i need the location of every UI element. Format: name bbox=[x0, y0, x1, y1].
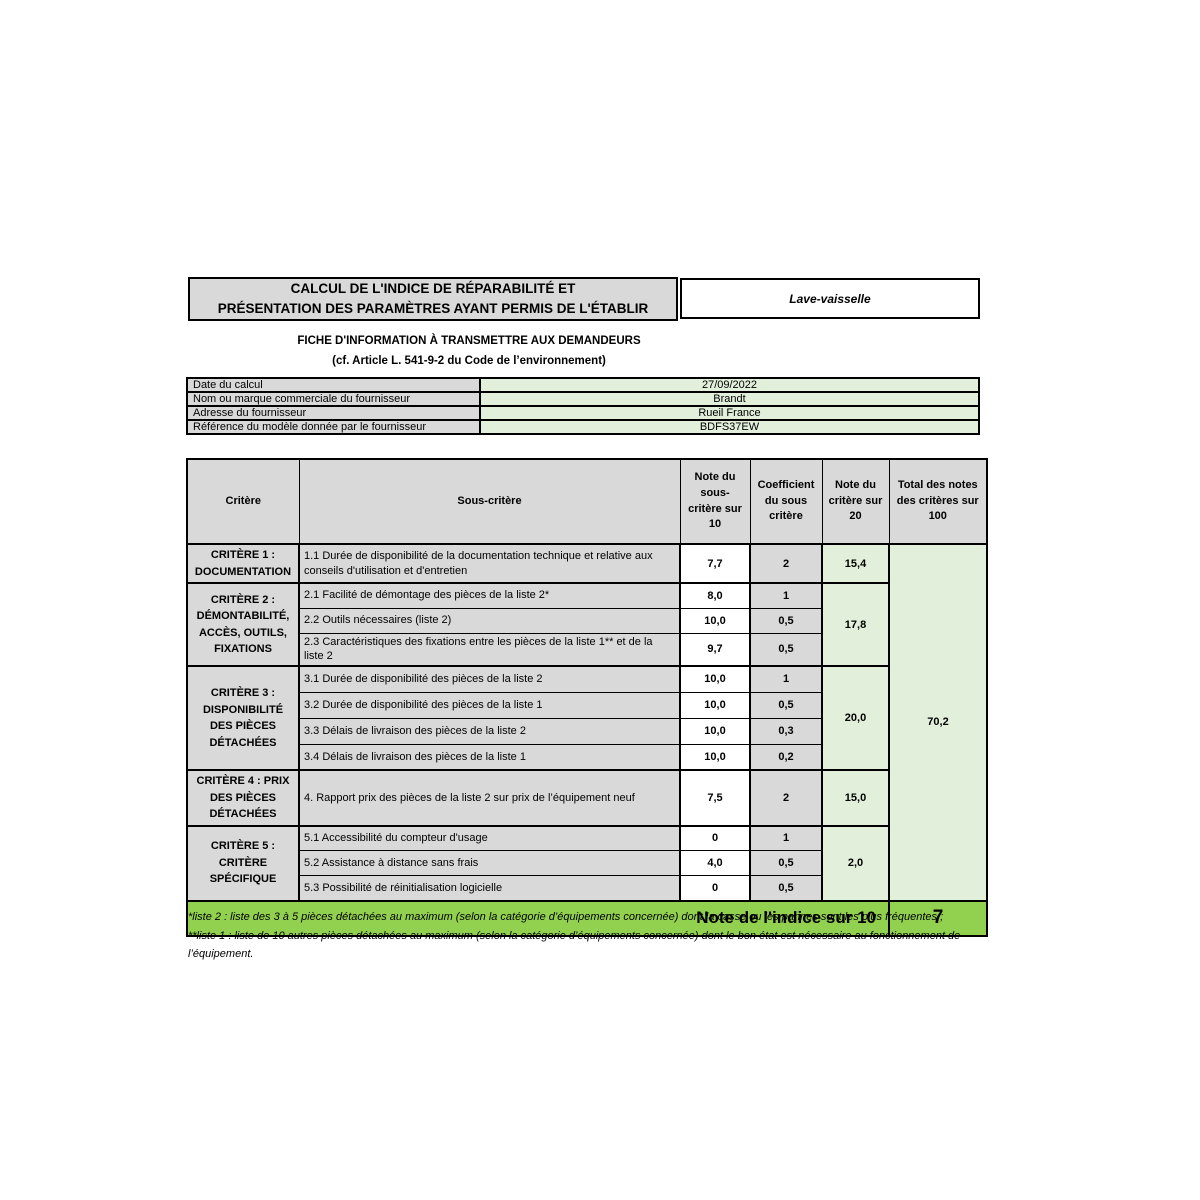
criterion-cell: CRITÈRE 2 : DÉMONTABILITÉ, ACCÈS, OUTILS… bbox=[186, 581, 300, 667]
document-title-line1: CALCUL DE L'INDICE DE RÉPARABILITÉ ET bbox=[290, 280, 576, 296]
subcriterion-cell: 2.1 Facilité de démontage des pièces de … bbox=[298, 582, 681, 609]
footnotes: *liste 2 : liste des 3 à 5 pièces détach… bbox=[188, 908, 974, 964]
col-header-note10: Note du sous-critère sur 10 bbox=[679, 458, 751, 545]
col-header-note20: Note du critère sur 20 bbox=[821, 458, 890, 545]
footnote-liste1: **liste 1 : liste de 10 autres pièces dé… bbox=[188, 929, 961, 961]
coefficient-cell: 0,2 bbox=[749, 743, 823, 771]
product-category: Lave-vaisselle bbox=[789, 291, 871, 306]
table-row: 3.2 Durée de disponibilité des pièces de… bbox=[187, 691, 987, 719]
note10-cell: 10,0 bbox=[679, 743, 751, 771]
col-header-total100: Total des notes des critères sur 100 bbox=[888, 458, 988, 545]
subtitle-line1: FICHE D'INFORMATION À TRANSMETTRE AUX DE… bbox=[297, 335, 641, 347]
col-header-coefficient: Coefficient du sous critère bbox=[749, 458, 823, 545]
col-header-critere: Critère bbox=[186, 458, 300, 545]
subcriterion-cell: 2.2 Outils nécessaires (liste 2) bbox=[298, 607, 681, 634]
index-score-value: 7 bbox=[888, 899, 988, 937]
note20-cell: 17,8 bbox=[821, 581, 890, 667]
coefficient-cell: 0,3 bbox=[749, 717, 823, 745]
note20-cell: 20,0 bbox=[821, 665, 890, 771]
info-value: BDFS37EW bbox=[479, 419, 980, 435]
note10-cell: 0 bbox=[679, 875, 751, 902]
note20-cell: 2,0 bbox=[821, 824, 890, 902]
note10-cell: 4,0 bbox=[679, 850, 751, 877]
info-label: Nom ou marque commerciale du fournisseur bbox=[186, 391, 481, 407]
table-row: CRITÈRE 4 : PRIX DES PIÈCES DÉTACHÉES 4.… bbox=[186, 769, 987, 827]
note20-cell: 15,4 bbox=[821, 543, 890, 584]
document-title: CALCUL DE L'INDICE DE RÉPARABILITÉ ET PR… bbox=[188, 277, 678, 321]
note10-cell: 10,0 bbox=[679, 691, 751, 719]
coefficient-cell: 1 bbox=[749, 582, 823, 609]
info-row-model: Référence du modèle donnée par le fourni… bbox=[186, 419, 980, 435]
note10-cell: 7,7 bbox=[679, 543, 751, 584]
table-row: CRITÈRE 2 : DÉMONTABILITÉ, ACCÈS, OUTILS… bbox=[186, 581, 987, 667]
subcriterion-cell: 5.3 Possibilité de réinitialisation logi… bbox=[298, 875, 681, 902]
total100-cell: 70,2 bbox=[888, 543, 988, 902]
subtitle-line2: (cf. Article L. 541-9-2 du Code de l’env… bbox=[332, 355, 606, 368]
subcriterion-cell: 5.1 Accessibilité du compteur d'usage bbox=[298, 824, 681, 852]
subcriterion-cell: 4. Rapport prix des pièces de la liste 2… bbox=[298, 769, 681, 827]
index-score-label: Note de l'indice sur 10 bbox=[186, 899, 890, 937]
index-score-row: Note de l'indice sur 10 7 bbox=[186, 899, 988, 937]
coefficient-cell: 2 bbox=[749, 543, 823, 584]
subcriterion-cell: 5.2 Assistance à distance sans frais bbox=[298, 850, 681, 877]
info-label: Référence du modèle donnée par le fourni… bbox=[186, 419, 481, 435]
info-label: Date du calcul bbox=[186, 377, 481, 393]
table-row: 5.2 Assistance à distance sans frais 4,0… bbox=[187, 850, 987, 877]
note10-cell: 9,7 bbox=[679, 632, 751, 667]
info-value: 27/09/2022 bbox=[479, 377, 980, 393]
subcriterion-cell: 3.4 Délais de livraison des pièces de la… bbox=[298, 743, 681, 771]
subcriterion-cell: 3.1 Durée de disponibilité des pièces de… bbox=[298, 665, 681, 693]
note10-cell: 0 bbox=[679, 824, 751, 852]
criterion-cell: CRITÈRE 1 : DOCUMENTATION bbox=[186, 543, 300, 584]
table-row: 2.2 Outils nécessaires (liste 2) 10,0 0,… bbox=[187, 607, 987, 634]
coefficient-cell: 0,5 bbox=[749, 850, 823, 877]
subcriterion-cell: 3.2 Durée de disponibilité des pièces de… bbox=[298, 691, 681, 719]
repairability-table: Critère Sous-critère Note du sous-critèr… bbox=[186, 458, 988, 937]
note20-cell: 15,0 bbox=[821, 769, 890, 827]
product-category-box: Lave-vaisselle bbox=[680, 278, 980, 319]
table-row: CRITÈRE 1 : DOCUMENTATION 1.1 Durée de d… bbox=[186, 543, 988, 902]
info-value: Rueil France bbox=[479, 405, 980, 421]
note10-cell: 10,0 bbox=[679, 607, 751, 634]
subcriterion-cell: 2.3 Caractéristiques des fixations entre… bbox=[298, 632, 681, 667]
info-row-address: Adresse du fournisseur Rueil France bbox=[186, 405, 980, 421]
note10-cell: 8,0 bbox=[679, 582, 751, 609]
criterion-cell: CRITÈRE 4 : PRIX DES PIÈCES DÉTACHÉES bbox=[186, 769, 300, 827]
table-header-row: Critère Sous-critère Note du sous-critèr… bbox=[186, 458, 988, 545]
coefficient-cell: 0,5 bbox=[749, 691, 823, 719]
subcriterion-cell: 3.3 Délais de livraison des pièces de la… bbox=[298, 717, 681, 745]
note10-cell: 7,5 bbox=[679, 769, 751, 827]
document-subtitle: FICHE D'INFORMATION À TRANSMETTRE AUX DE… bbox=[188, 331, 750, 371]
col-header-sous-critere: Sous-critère bbox=[298, 458, 681, 545]
coefficient-cell: 0,5 bbox=[749, 875, 823, 902]
table-row: 3.3 Délais de livraison des pièces de la… bbox=[187, 717, 987, 745]
subcriterion-cell: 1.1 Durée de disponibilité de la documen… bbox=[298, 543, 681, 584]
info-row-date: Date du calcul 27/09/2022 bbox=[186, 377, 980, 393]
table-row: 5.3 Possibilité de réinitialisation logi… bbox=[187, 875, 987, 902]
table-row: 3.4 Délais de livraison des pièces de la… bbox=[187, 743, 987, 771]
table-row: 2.3 Caractéristiques des fixations entre… bbox=[187, 632, 987, 667]
criterion-cell: CRITÈRE 5 : CRITÈRE SPÉCIFIQUE bbox=[186, 824, 300, 902]
table-row: CRITÈRE 3 : DISPONIBILITÉ DES PIÈCES DÉT… bbox=[186, 665, 987, 771]
criterion-cell: CRITÈRE 3 : DISPONIBILITÉ DES PIÈCES DÉT… bbox=[186, 665, 300, 771]
info-value: Brandt bbox=[479, 391, 980, 407]
table-row: CRITÈRE 5 : CRITÈRE SPÉCIFIQUE 5.1 Acces… bbox=[186, 824, 987, 902]
coefficient-cell: 0,5 bbox=[749, 607, 823, 634]
document-title-line2: PRÉSENTATION DES PARAMÈTRES AYANT PERMIS… bbox=[217, 301, 649, 316]
coefficient-cell: 0,5 bbox=[749, 632, 823, 667]
coefficient-cell: 1 bbox=[749, 824, 823, 852]
note10-cell: 10,0 bbox=[679, 717, 751, 745]
info-label: Adresse du fournisseur bbox=[186, 405, 481, 421]
coefficient-cell: 2 bbox=[749, 769, 823, 827]
supplier-info-table: Date du calcul 27/09/2022 Nom ou marque … bbox=[186, 377, 980, 435]
note10-cell: 10,0 bbox=[679, 665, 751, 693]
coefficient-cell: 1 bbox=[749, 665, 823, 693]
footnote-liste2: *liste 2 : liste des 3 à 5 pièces détach… bbox=[188, 911, 944, 923]
info-row-brand: Nom ou marque commerciale du fournisseur… bbox=[186, 391, 980, 407]
